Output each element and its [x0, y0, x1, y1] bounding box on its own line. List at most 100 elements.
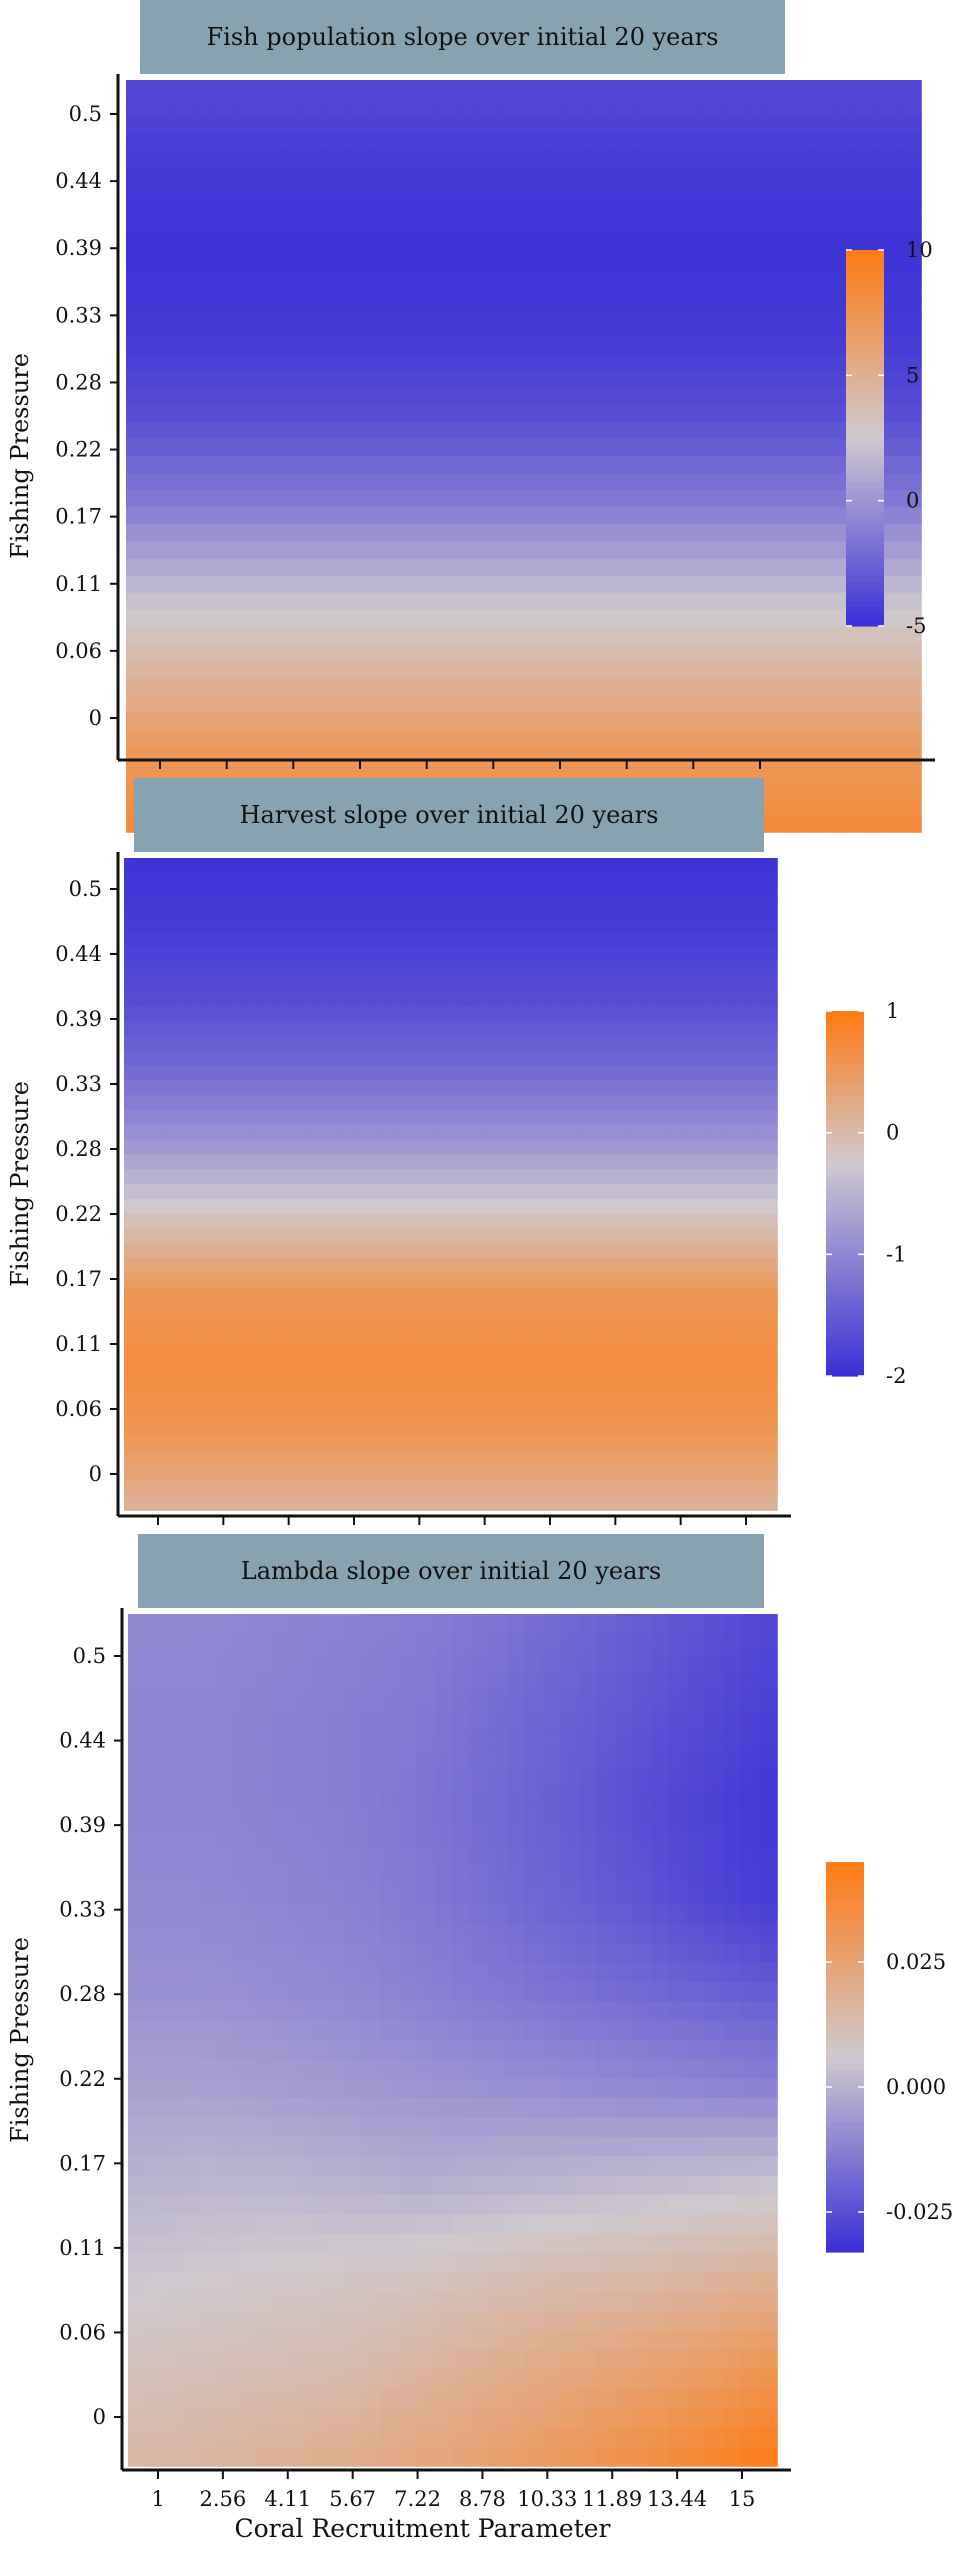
heatmap-cell	[668, 2020, 688, 2041]
heatmap-cell	[700, 268, 724, 286]
heatmap-cell	[596, 2078, 616, 2099]
heatmap-cell	[280, 558, 304, 577]
heatmap-cell	[214, 370, 238, 389]
heatmap-cell	[488, 2369, 508, 2390]
heatmap-cell	[323, 1095, 343, 1111]
heatmap-cell	[488, 2175, 508, 2196]
heatmap-cell	[124, 1421, 143, 1437]
heatmap-cell	[196, 1243, 216, 1259]
heatmap-cell	[170, 319, 194, 338]
heatmap-cell	[656, 97, 679, 115]
heatmap-cell	[305, 1258, 325, 1274]
heatmap-cell	[722, 233, 746, 252]
heatmap-cell	[686, 1361, 706, 1378]
heatmap-cell	[413, 131, 436, 150]
heatmap-cell	[148, 131, 171, 150]
heatmap-cell	[486, 1258, 506, 1274]
heatmap-cell	[391, 421, 414, 440]
heatmap-cell	[595, 961, 615, 978]
heatmap-cell	[432, 1184, 452, 1200]
heatmap-cell	[468, 1391, 488, 1408]
heatmap-cell	[740, 1006, 760, 1022]
heatmap-cell	[578, 2098, 598, 2119]
heatmap-cell	[218, 2098, 237, 2119]
heatmap-cell	[758, 1710, 778, 1731]
heatmap-cell	[722, 2020, 742, 2041]
heatmap-cell	[200, 1652, 219, 1673]
heatmap-cell	[452, 1865, 472, 1886]
heatmap-cell	[413, 148, 436, 167]
heatmap-cell	[501, 302, 525, 321]
heatmap-cell	[632, 2233, 652, 2254]
heatmap-cell	[232, 1243, 252, 1259]
heatmap-cell	[506, 1633, 526, 1654]
heatmap-cell	[164, 2446, 183, 2467]
heatmap-cell	[258, 541, 282, 560]
heatmap-cell	[678, 678, 701, 697]
heatmap-cell	[611, 746, 635, 765]
heatmap-cell	[200, 2253, 219, 2274]
heatmap-cell	[128, 1923, 147, 1944]
heatmap-cell	[578, 2349, 598, 2370]
heatmap-cell	[346, 285, 370, 303]
legend-swatch	[846, 563, 884, 571]
heatmap-cell	[722, 1691, 742, 1712]
heatmap-cell	[578, 2388, 598, 2409]
heatmap-cell	[126, 233, 149, 252]
heatmap-cell	[269, 1006, 289, 1022]
heatmap-cell	[170, 370, 194, 389]
heatmap-cell	[486, 887, 506, 904]
heatmap-cell	[170, 712, 194, 731]
heatmap-cell	[740, 1287, 760, 1304]
heatmap-cell	[788, 558, 812, 577]
heatmap-cell	[468, 1198, 488, 1215]
heatmap-cell	[432, 858, 452, 874]
heatmap-cell	[398, 1923, 418, 1944]
heatmap-cell	[567, 370, 591, 389]
heatmap-cell	[434, 2136, 454, 2157]
heatmap-cell	[595, 1317, 615, 1333]
heatmap-cell	[560, 1614, 580, 1635]
legend-swatch	[846, 494, 884, 502]
heatmap-cell	[269, 1095, 289, 1111]
heatmap-cell	[722, 387, 746, 406]
heatmap-cell	[501, 319, 525, 338]
heatmap-cell	[810, 814, 834, 833]
heatmap-cell	[272, 2136, 292, 2157]
heatmap-cell	[541, 1139, 561, 1156]
heatmap-cell	[704, 2407, 724, 2429]
heatmap-cell	[236, 2446, 255, 2467]
heatmap-cell	[218, 1768, 237, 1790]
heatmap-cell	[258, 626, 282, 645]
heatmap-cell	[146, 2001, 165, 2022]
heatmap-cell	[124, 1435, 143, 1452]
heatmap-cell	[308, 2291, 328, 2312]
heatmap-cell	[218, 1672, 237, 1693]
heatmap-cell	[668, 1065, 688, 1082]
heatmap-cell	[200, 1981, 219, 2003]
y-tick-label: 0.06	[55, 639, 102, 663]
heatmap-cell	[290, 1981, 310, 2003]
heatmap-cell	[182, 1904, 201, 1925]
heatmap-cell	[323, 1465, 343, 1482]
heatmap-cell	[391, 644, 414, 662]
heatmap-cell	[326, 2059, 346, 2080]
heatmap-cell	[632, 1710, 652, 1731]
heatmap-cell	[457, 233, 481, 252]
heatmap-cell	[432, 1243, 452, 1259]
heatmap-cell	[524, 2253, 544, 2274]
heatmap-cell	[613, 1124, 633, 1141]
heatmap-cell	[766, 165, 790, 184]
heatmap-cell	[722, 1109, 742, 1126]
heatmap-cell	[290, 2194, 310, 2216]
heatmap-cell	[269, 1287, 289, 1304]
heatmap-cell	[254, 2156, 274, 2177]
heatmap-cell	[810, 302, 834, 321]
heatmap-cell	[160, 1317, 180, 1333]
heatmap-cell	[631, 1213, 651, 1230]
heatmap-cell	[435, 507, 459, 526]
heatmap-cell	[200, 1923, 219, 1944]
heatmap-cell	[614, 1691, 634, 1712]
heatmap-cell	[164, 1807, 183, 1828]
heatmap-cell	[200, 2059, 219, 2080]
